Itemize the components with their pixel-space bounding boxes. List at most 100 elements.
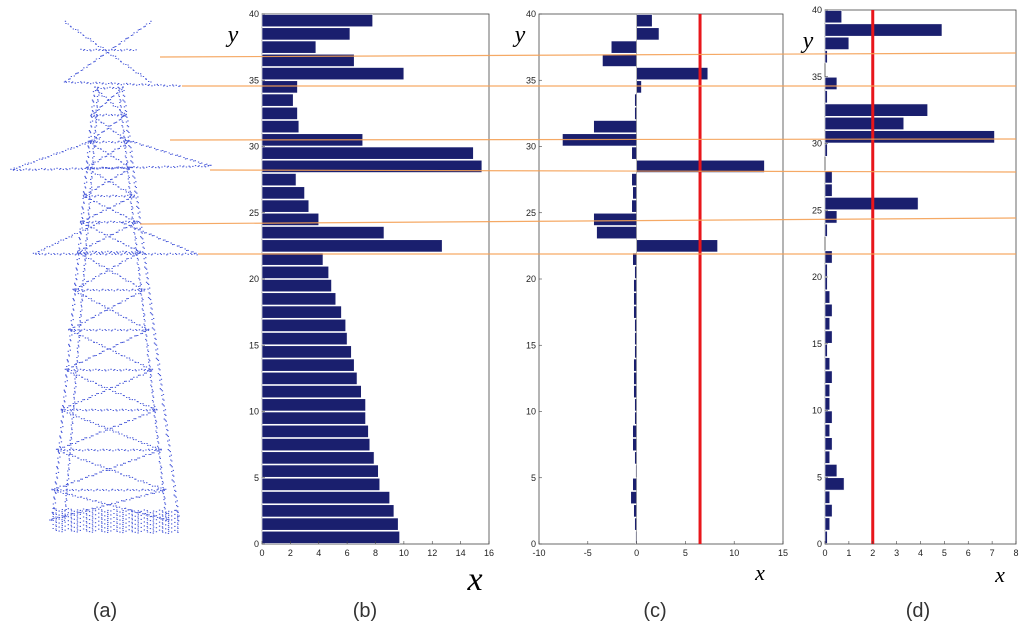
x-axis-label: x (994, 562, 1005, 587)
y-tick-label: 25 (812, 205, 822, 215)
y-tick-label: 15 (249, 340, 259, 350)
bar (261, 345, 352, 359)
bar (261, 226, 385, 240)
bar (636, 14, 653, 28)
bar (636, 80, 642, 94)
y-axis-label: y (513, 22, 526, 48)
bar (261, 80, 298, 94)
x-tick-label: 5 (942, 548, 947, 558)
bar (261, 27, 351, 41)
y-tick-label: 40 (812, 5, 822, 15)
bar (824, 130, 995, 144)
bar (631, 173, 637, 187)
bar (824, 504, 833, 518)
plot-area (538, 13, 784, 545)
bar (824, 117, 905, 130)
bar (261, 199, 310, 213)
bar (261, 371, 358, 385)
bar (824, 357, 831, 371)
bar (261, 305, 342, 319)
bar (824, 450, 831, 464)
y-tick-label: 20 (812, 272, 822, 282)
y-tick-label: 35 (526, 75, 536, 85)
x-tick-label: 12 (427, 548, 437, 558)
y-tick-label: 40 (526, 9, 536, 19)
bar (632, 252, 637, 266)
x-tick-label: 2 (870, 548, 875, 558)
bar (636, 67, 709, 81)
x-tick-label: 0 (822, 548, 827, 558)
y-tick-label: 10 (812, 406, 822, 416)
y-tick-label: 5 (254, 473, 259, 483)
x-tick-label: 16 (484, 548, 494, 558)
bar (261, 438, 371, 452)
panel-label-a: (a) (93, 600, 117, 622)
bar (261, 53, 355, 67)
x-tick-label: 15 (778, 548, 788, 558)
bar (261, 504, 395, 518)
bar (824, 23, 943, 37)
y-tick-label: 15 (812, 339, 822, 349)
bar (824, 464, 838, 478)
chart-panel-c: -10 -5 0 5 10 15 0 5 10 15 20 25 30 35 40y x (513, 9, 788, 585)
bar (824, 370, 833, 384)
x-tick-label: -10 (532, 548, 545, 558)
bar (824, 103, 928, 117)
y-tick-label: 25 (526, 208, 536, 218)
bar (824, 490, 831, 504)
bar (631, 199, 637, 213)
x-tick-label: 8 (1013, 548, 1018, 558)
bar (824, 277, 828, 291)
bar (261, 332, 348, 346)
bar (261, 186, 305, 200)
y-tick-label: 20 (526, 274, 536, 284)
x-tick-label: 7 (990, 548, 995, 558)
bar (824, 517, 831, 531)
y-tick-label: 20 (249, 274, 259, 284)
y-tick-label: 0 (531, 539, 536, 549)
x-tick-label: 3 (894, 548, 899, 558)
y-tick-label: 10 (249, 407, 259, 417)
bar (632, 477, 637, 491)
guide-line (209, 169, 1017, 173)
bar (593, 120, 637, 134)
bar (824, 210, 838, 224)
bar (261, 40, 317, 54)
guide-line (159, 52, 1017, 58)
y-tick-label: 30 (526, 142, 536, 152)
y-axis-label: y (801, 28, 814, 54)
panel-label-b: (b) (353, 600, 377, 622)
bar (633, 504, 637, 518)
x-tick-label: -5 (584, 548, 592, 558)
y-tick-label: 30 (249, 142, 259, 152)
y-axis-label: y (226, 22, 239, 48)
bar (824, 90, 828, 104)
bar (824, 343, 828, 357)
x-tick-label: 10 (729, 548, 739, 558)
x-tick-label: 5 (683, 548, 688, 558)
y-tick-label: 0 (254, 539, 259, 549)
bar (631, 146, 637, 160)
bar (261, 424, 369, 438)
panel-label-d: (d) (906, 600, 930, 622)
panel-label-c: (c) (643, 600, 666, 622)
bar (633, 292, 637, 306)
bar (633, 358, 637, 372)
bar (824, 36, 850, 50)
bar (633, 279, 637, 293)
plot-area (261, 13, 490, 545)
y-tick-label: 5 (531, 473, 536, 483)
y-tick-label: 0 (817, 539, 822, 549)
bar (633, 385, 637, 399)
bar (824, 143, 828, 157)
bar (632, 424, 637, 438)
bar (261, 398, 366, 412)
bar (824, 170, 833, 184)
panel-labels: (a) (b) (c) (d) (93, 600, 930, 622)
x-tick-label: 0 (634, 548, 639, 558)
y-tick-label: 30 (812, 139, 822, 149)
bar (636, 239, 718, 253)
bar (261, 239, 443, 253)
bar (824, 383, 831, 397)
